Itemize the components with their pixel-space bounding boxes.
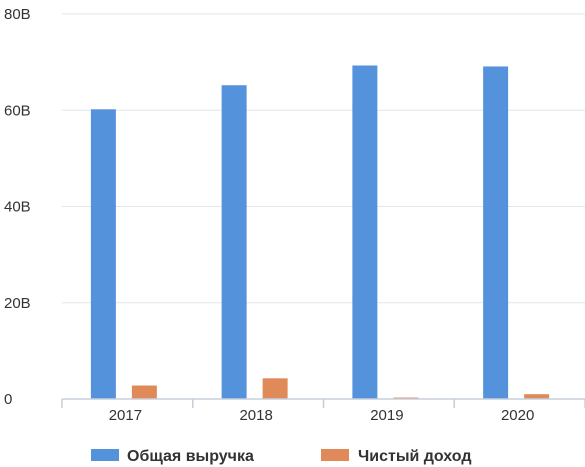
y-tick-label: 60B <box>4 102 31 119</box>
bar-revenue-2017 <box>90 109 116 399</box>
bar-net-income-2017 <box>131 385 157 399</box>
bar-net-income-2018 <box>262 378 288 399</box>
x-tick-label: 2017 <box>109 407 142 424</box>
y-tick-label: 40B <box>4 199 31 216</box>
x-tick-label: 2018 <box>239 407 272 424</box>
y-tick-label: 80B <box>4 6 31 23</box>
x-axis-ticks: 2017 2018 2019 2020 <box>61 399 585 424</box>
x-tick-label: 2020 <box>501 407 534 424</box>
bar-revenue-2019 <box>352 65 378 400</box>
legend: Общая выручка Чистый доход <box>91 448 472 465</box>
legend-swatch-net-income <box>321 449 349 461</box>
legend-label-revenue: Общая выручка <box>127 448 254 465</box>
bars <box>90 65 550 400</box>
y-tick-label: 0 <box>4 391 12 408</box>
legend-label-net-income: Чистый доход <box>358 448 472 465</box>
legend-swatch-revenue <box>91 449 119 461</box>
x-tick-label: 2019 <box>370 407 403 424</box>
bar-revenue-2018 <box>221 85 247 399</box>
bar-revenue-2020 <box>483 66 509 400</box>
y-tick-label: 20B <box>4 295 31 312</box>
y-axis-ticks: 0 20B 40B 60B 80B <box>4 6 31 408</box>
bar-net-income-2020 <box>524 394 550 399</box>
